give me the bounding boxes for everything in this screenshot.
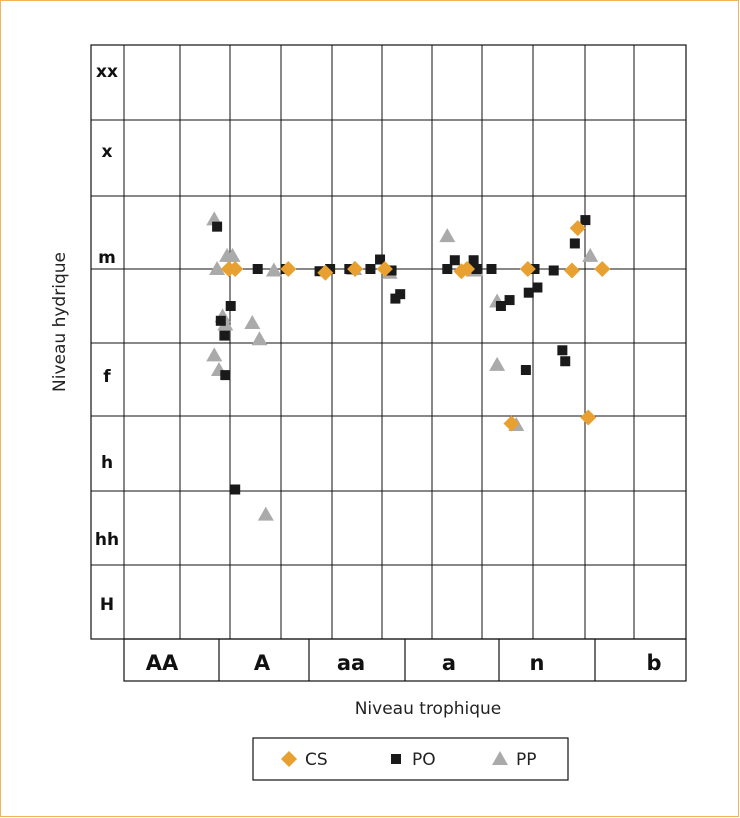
data-point-po <box>442 264 453 274</box>
x-tick-label: a <box>442 651 456 675</box>
x-tick-label: AA <box>146 651 179 675</box>
x-tick-label: b <box>646 651 661 675</box>
x-axis-title: Niveau trophique <box>355 699 502 719</box>
y-tick-label: hh <box>95 530 119 550</box>
data-point-po <box>375 254 386 265</box>
data-point-po <box>252 264 263 274</box>
data-point-cs <box>280 261 297 277</box>
data-point-po <box>495 301 506 311</box>
y-tick-label: m <box>98 248 116 268</box>
data-point-pp <box>257 506 274 521</box>
x-tick-label: A <box>254 651 271 675</box>
y-axis-title: Niveau hydrique <box>50 252 70 392</box>
data-point-cs <box>459 261 476 277</box>
y-tick-label: H <box>100 595 114 615</box>
legend-marker-po <box>391 754 401 764</box>
data-point-po <box>569 238 580 249</box>
data-point-cs <box>227 261 244 277</box>
data-point-pp <box>439 228 456 243</box>
data-point-cs <box>594 261 611 277</box>
x-tick-label: n <box>530 651 545 675</box>
data-point-pp <box>265 262 282 277</box>
data-point-po <box>548 265 559 276</box>
data-point-cs <box>503 415 520 432</box>
data-point-po <box>468 255 479 266</box>
legend-label: PP <box>516 750 537 770</box>
data-point-po <box>523 287 534 298</box>
data-point-po <box>560 356 571 367</box>
legend-label: CS <box>305 750 328 770</box>
data-point-pp <box>206 347 223 362</box>
data-point-cs <box>569 220 586 237</box>
data-points <box>206 211 611 521</box>
legend-marker-cs <box>281 751 297 767</box>
data-point-po <box>449 255 460 266</box>
data-point-po <box>395 289 406 300</box>
data-point-cs <box>580 409 597 426</box>
data-point-pp <box>209 261 226 275</box>
plot-grid <box>90 44 687 640</box>
data-point-po <box>230 484 241 495</box>
legend-box <box>252 737 569 781</box>
data-point-po <box>219 330 230 341</box>
data-point-po <box>580 215 591 226</box>
data-point-pp <box>582 247 599 262</box>
legend: CS PO PP <box>252 737 569 781</box>
data-point-po <box>504 295 515 306</box>
data-point-po <box>212 221 223 232</box>
data-point-cs <box>519 261 536 277</box>
data-point-po <box>365 264 376 274</box>
data-point-po <box>486 264 497 274</box>
data-point-po <box>532 282 543 293</box>
data-point-cs <box>563 262 580 279</box>
data-point-pp <box>251 331 268 346</box>
y-tick-label: h <box>101 453 113 473</box>
legend-marker-pp <box>492 751 508 765</box>
data-point-po <box>215 315 226 326</box>
y-tick-label: x <box>102 142 113 162</box>
y-tick-label: xx <box>96 62 118 82</box>
data-point-cs <box>376 261 393 277</box>
data-point-cs <box>317 264 334 281</box>
data-point-cs <box>347 261 364 277</box>
data-point-po <box>220 370 231 381</box>
legend-label: PO <box>412 750 436 770</box>
y-tick-label: f <box>103 367 111 387</box>
x-tick-label: aa <box>337 651 365 675</box>
data-point-po <box>225 301 236 311</box>
data-point-pp <box>224 247 241 262</box>
data-point-po <box>325 264 336 274</box>
data-point-po <box>557 345 568 356</box>
data-point-pp <box>489 356 506 371</box>
data-point-po <box>386 265 397 276</box>
data-point-pp <box>244 315 261 330</box>
data-point-po <box>471 264 482 274</box>
data-point-po <box>520 365 531 376</box>
